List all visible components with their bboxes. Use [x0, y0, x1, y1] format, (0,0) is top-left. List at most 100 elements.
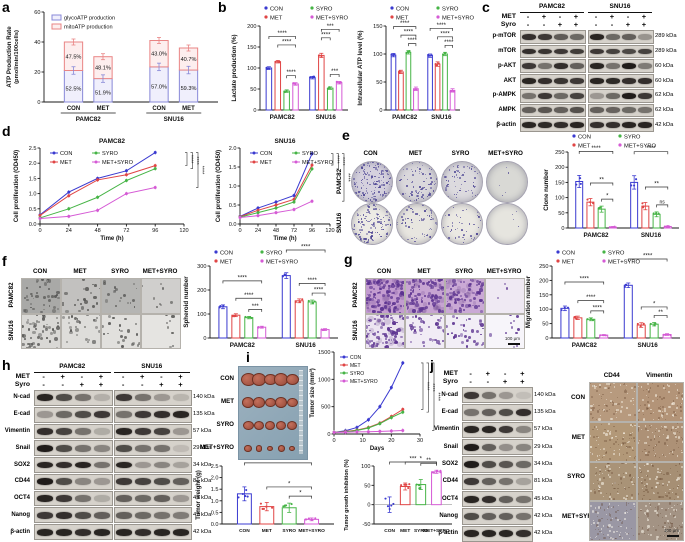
dot: [421, 233, 424, 235]
dot: [600, 414, 602, 416]
dot: [35, 294, 39, 299]
tumor-growth-inhibition-chart: -50 0 50 100 Tumor growth inhibition (%) CON M…: [340, 457, 456, 542]
band: [522, 122, 536, 129]
dot: [418, 316, 422, 320]
dot: [619, 519, 621, 522]
dot: [429, 338, 432, 341]
dot: [601, 531, 603, 533]
dot: [646, 407, 649, 410]
dot: [613, 386, 616, 389]
dot: [665, 494, 666, 496]
dot: [403, 174, 405, 176]
dot: [672, 449, 676, 452]
dot: [93, 318, 97, 323]
dot: [426, 178, 428, 180]
circle: [579, 182, 582, 185]
dot: [421, 204, 424, 206]
dot: [438, 283, 442, 286]
band: [606, 107, 620, 114]
path: [601, 198, 614, 202]
band: [74, 427, 91, 435]
text: 0: [203, 336, 206, 342]
circle: [666, 225, 669, 228]
dot: [379, 325, 383, 329]
dot: [391, 284, 395, 288]
dot: [655, 455, 657, 457]
text: SYRO: [316, 7, 333, 13]
dot: [622, 436, 625, 439]
dot: [671, 524, 673, 527]
circle: [313, 75, 316, 78]
dot: [365, 187, 367, 189]
dot: [676, 426, 679, 429]
dot: [358, 235, 361, 238]
rect: [326, 87, 334, 111]
dot: [369, 328, 374, 333]
dot: [681, 489, 684, 491]
dot: [658, 456, 660, 458]
blot-lab: β-actin: [496, 121, 516, 128]
dot: [382, 323, 385, 326]
dot: [661, 496, 665, 499]
dot: [376, 216, 378, 219]
path: [385, 26, 460, 111]
dot: [660, 477, 663, 480]
dot: [616, 492, 619, 495]
circle: [327, 87, 330, 90]
dot: [652, 447, 654, 449]
dot: [592, 403, 594, 405]
dot: [374, 205, 377, 208]
dot: [608, 524, 611, 527]
dot: [594, 528, 596, 530]
dot: [376, 345, 379, 348]
dot: [672, 492, 674, 494]
dot: [176, 314, 178, 316]
tumor: [266, 445, 274, 452]
dot: [93, 314, 96, 316]
dot: [104, 299, 109, 303]
dot: [360, 231, 361, 233]
dot: [382, 295, 389, 302]
dot: [366, 278, 369, 282]
band: [606, 78, 620, 84]
dot: [384, 340, 388, 344]
dot: [353, 199, 355, 201]
dot: [435, 169, 437, 171]
dot: [384, 318, 392, 326]
dot: [625, 498, 627, 500]
circle: [403, 483, 406, 486]
dot: [477, 210, 479, 213]
dot: [38, 333, 43, 337]
blot-pm: +: [60, 372, 65, 381]
dot: [628, 538, 630, 540]
dot: [406, 281, 409, 283]
dot: [26, 298, 29, 302]
band: [498, 460, 514, 469]
dot: [373, 183, 375, 185]
dot: [373, 180, 376, 183]
dot: [407, 281, 412, 285]
dot: [381, 180, 383, 182]
text: 200: [555, 165, 564, 171]
dot: [616, 438, 618, 440]
blot-lab: Nanog: [439, 513, 458, 519]
dot: [373, 222, 375, 225]
blot-kda: 62 kDa: [655, 106, 674, 113]
dot: [474, 177, 476, 179]
dot: [425, 188, 427, 190]
dot: [627, 512, 629, 513]
dot: [520, 314, 522, 316]
dot: [611, 391, 613, 393]
grid-cell: [405, 313, 445, 349]
dot: [171, 331, 174, 335]
band: [116, 478, 133, 486]
grid-cell: [589, 501, 637, 541]
dot: [677, 487, 679, 489]
text: (pmol/min/100cells): [14, 30, 20, 84]
dot: [121, 339, 125, 343]
text: 2.0: [29, 161, 37, 167]
dot: [619, 535, 622, 538]
grid-cell: [101, 313, 141, 349]
dot: [621, 462, 624, 465]
dot: [440, 285, 444, 290]
